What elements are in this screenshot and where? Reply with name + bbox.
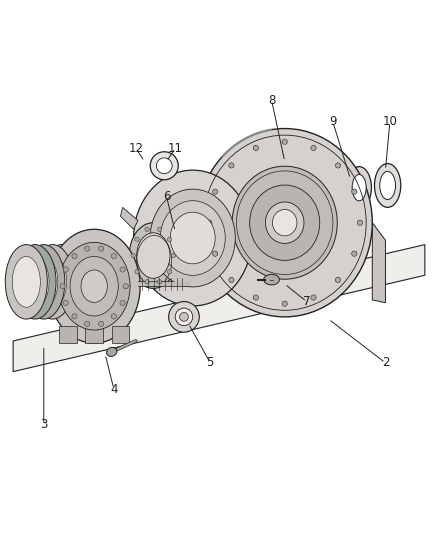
Ellipse shape <box>336 163 341 168</box>
Ellipse shape <box>23 245 65 319</box>
Ellipse shape <box>135 270 139 274</box>
Ellipse shape <box>380 172 396 199</box>
Text: 6: 6 <box>162 190 170 203</box>
Text: 11: 11 <box>168 142 183 155</box>
Ellipse shape <box>5 245 47 319</box>
Ellipse shape <box>212 189 218 195</box>
Ellipse shape <box>58 243 130 330</box>
Text: 9: 9 <box>329 116 337 128</box>
Ellipse shape <box>99 246 104 251</box>
Text: 8: 8 <box>268 94 275 107</box>
Ellipse shape <box>150 189 235 287</box>
Ellipse shape <box>145 280 149 284</box>
Text: 4: 4 <box>110 383 118 395</box>
Ellipse shape <box>47 256 75 307</box>
Ellipse shape <box>131 253 135 258</box>
Ellipse shape <box>99 321 104 326</box>
Ellipse shape <box>111 314 117 319</box>
Ellipse shape <box>63 300 68 305</box>
Ellipse shape <box>180 312 188 321</box>
Ellipse shape <box>137 233 170 278</box>
Ellipse shape <box>48 229 140 343</box>
Ellipse shape <box>352 189 357 195</box>
Text: 10: 10 <box>382 116 397 128</box>
Polygon shape <box>372 223 385 303</box>
Ellipse shape <box>129 223 177 288</box>
Text: 12: 12 <box>128 142 143 155</box>
Ellipse shape <box>39 256 67 307</box>
Ellipse shape <box>229 277 234 282</box>
Ellipse shape <box>352 251 357 256</box>
Ellipse shape <box>21 256 49 307</box>
Ellipse shape <box>282 301 287 306</box>
Ellipse shape <box>106 348 117 357</box>
Ellipse shape <box>167 270 172 274</box>
Text: 2: 2 <box>381 357 389 369</box>
Ellipse shape <box>197 128 372 317</box>
Ellipse shape <box>70 256 118 316</box>
Ellipse shape <box>253 295 258 300</box>
Ellipse shape <box>157 227 162 231</box>
Ellipse shape <box>253 146 258 150</box>
Ellipse shape <box>123 284 128 289</box>
Ellipse shape <box>81 270 107 302</box>
Ellipse shape <box>311 295 316 300</box>
Ellipse shape <box>85 246 90 251</box>
Polygon shape <box>112 326 129 343</box>
Ellipse shape <box>72 314 77 319</box>
Ellipse shape <box>60 284 65 289</box>
Ellipse shape <box>157 280 162 284</box>
Ellipse shape <box>207 220 212 225</box>
Ellipse shape <box>32 245 74 319</box>
Ellipse shape <box>347 167 371 209</box>
Ellipse shape <box>12 256 40 307</box>
Ellipse shape <box>352 174 366 201</box>
Ellipse shape <box>336 277 341 282</box>
Ellipse shape <box>175 308 193 326</box>
Ellipse shape <box>120 300 125 305</box>
Text: 5: 5 <box>207 357 214 369</box>
Text: 3: 3 <box>40 418 47 431</box>
Ellipse shape <box>156 158 172 174</box>
Ellipse shape <box>14 245 56 319</box>
Polygon shape <box>85 326 103 343</box>
Ellipse shape <box>72 254 77 259</box>
Ellipse shape <box>171 253 176 258</box>
Ellipse shape <box>229 163 234 168</box>
Ellipse shape <box>282 139 287 144</box>
Ellipse shape <box>167 237 172 241</box>
Ellipse shape <box>150 152 178 180</box>
Text: 7: 7 <box>303 295 311 308</box>
Ellipse shape <box>264 274 279 285</box>
Ellipse shape <box>40 245 82 319</box>
Ellipse shape <box>265 202 304 244</box>
Ellipse shape <box>120 267 125 272</box>
Polygon shape <box>120 207 138 229</box>
Ellipse shape <box>145 227 149 231</box>
Polygon shape <box>59 326 77 343</box>
Ellipse shape <box>134 170 252 306</box>
Ellipse shape <box>232 166 337 279</box>
Ellipse shape <box>30 256 58 307</box>
Ellipse shape <box>160 201 225 276</box>
Ellipse shape <box>272 209 297 236</box>
Ellipse shape <box>212 251 218 256</box>
Ellipse shape <box>374 164 401 207</box>
Ellipse shape <box>311 146 316 150</box>
Ellipse shape <box>85 321 90 326</box>
Ellipse shape <box>111 254 117 259</box>
Ellipse shape <box>169 302 199 332</box>
Ellipse shape <box>357 220 363 225</box>
Ellipse shape <box>135 237 139 241</box>
Polygon shape <box>13 245 425 372</box>
Ellipse shape <box>170 212 215 264</box>
Ellipse shape <box>250 185 320 260</box>
Ellipse shape <box>63 267 68 272</box>
